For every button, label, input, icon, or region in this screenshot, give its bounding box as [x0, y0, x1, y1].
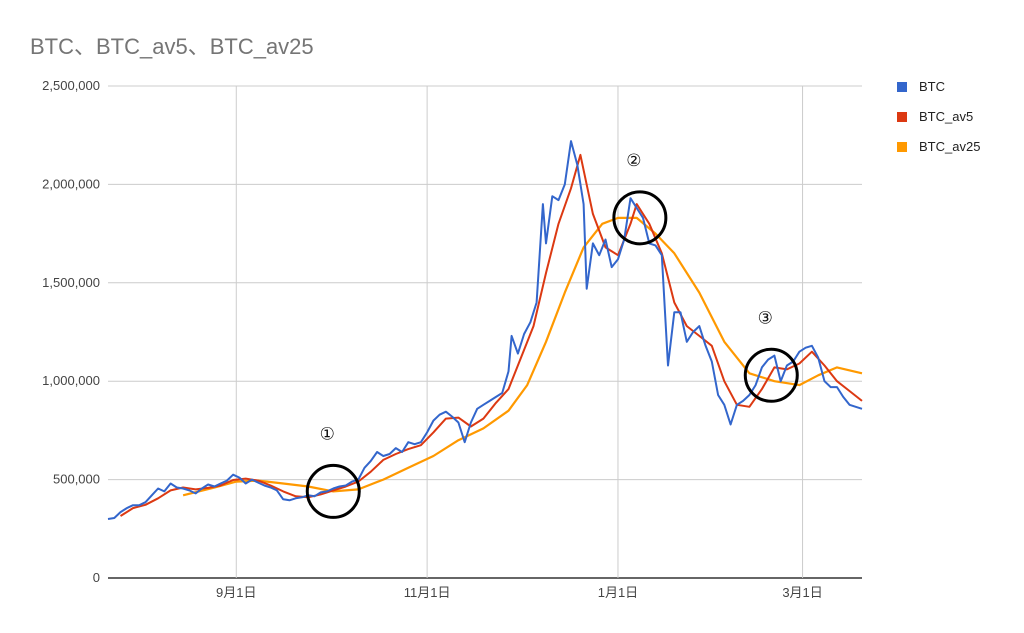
annotation-circle-2	[612, 190, 668, 246]
x-tick-label: 11月1日	[404, 585, 451, 600]
annotation-circle-3	[743, 347, 799, 403]
legend-label: BTC_av5	[919, 109, 973, 124]
y-tick-label: 500,000	[53, 472, 100, 487]
x-tick-label: 3月1日	[782, 585, 822, 600]
annotations: ① ② ③	[305, 151, 799, 519]
x-tick-label: 1月1日	[598, 585, 638, 600]
y-tick-label: 2,000,000	[42, 176, 100, 191]
series-line-btc-av5	[119, 153, 863, 517]
y-tick-label: 0	[93, 570, 100, 585]
legend-swatch	[897, 82, 907, 92]
gridlines	[108, 85, 862, 579]
y-tick-label: 2,500,000	[42, 78, 100, 93]
series-lines	[107, 140, 863, 520]
x-tick-label: 9月1日	[216, 585, 256, 600]
legend-label: BTC_av25	[919, 139, 980, 154]
chart-title: BTC、BTC_av5、BTC_av25	[30, 34, 314, 59]
y-tick-label: 1,000,000	[42, 373, 100, 388]
legend: BTC BTC_av5 BTC_av25	[897, 79, 980, 154]
legend-swatch	[897, 142, 907, 152]
series-line-btc	[107, 140, 863, 520]
y-axis-ticks: 0 500,000 1,000,000 1,500,000 2,000,000 2,500…	[42, 78, 100, 585]
annotation-label-3: ③	[758, 308, 773, 328]
legend-swatch	[897, 112, 907, 122]
annotation-circle-1	[305, 463, 361, 519]
legend-label: BTC	[919, 79, 945, 94]
x-axis-ticks: 9月1日 11月1日 1月1日 3月1日	[216, 585, 823, 600]
annotation-label-1: ①	[320, 424, 335, 444]
annotation-label-2: ②	[626, 151, 641, 171]
series-line-btc-av25	[182, 216, 863, 497]
y-tick-label: 1,500,000	[42, 275, 100, 290]
